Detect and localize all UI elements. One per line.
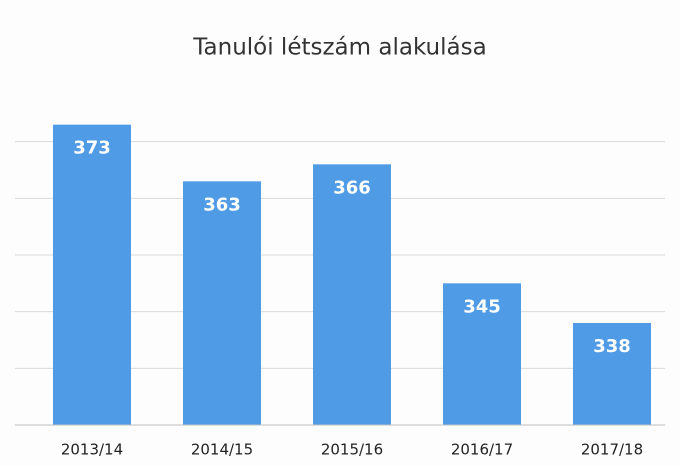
data-label: 345 (463, 296, 501, 317)
bar (53, 124, 131, 426)
x-tick-label: 2015/16 (321, 441, 383, 459)
x-tick-label: 2013/14 (61, 441, 123, 459)
x-tick-label: 2016/17 (451, 441, 513, 459)
data-label: 363 (203, 194, 241, 215)
data-label: 338 (593, 336, 631, 357)
x-tick-label: 2017/18 (581, 441, 643, 459)
bar (183, 181, 261, 425)
bar (443, 283, 521, 425)
data-label: 366 (333, 177, 371, 198)
data-label: 373 (73, 138, 111, 159)
chart-title: Tanulói létszám alakulása (192, 35, 486, 61)
bar (313, 164, 391, 426)
x-tick-label: 2014/15 (191, 441, 253, 459)
bar (573, 323, 651, 425)
